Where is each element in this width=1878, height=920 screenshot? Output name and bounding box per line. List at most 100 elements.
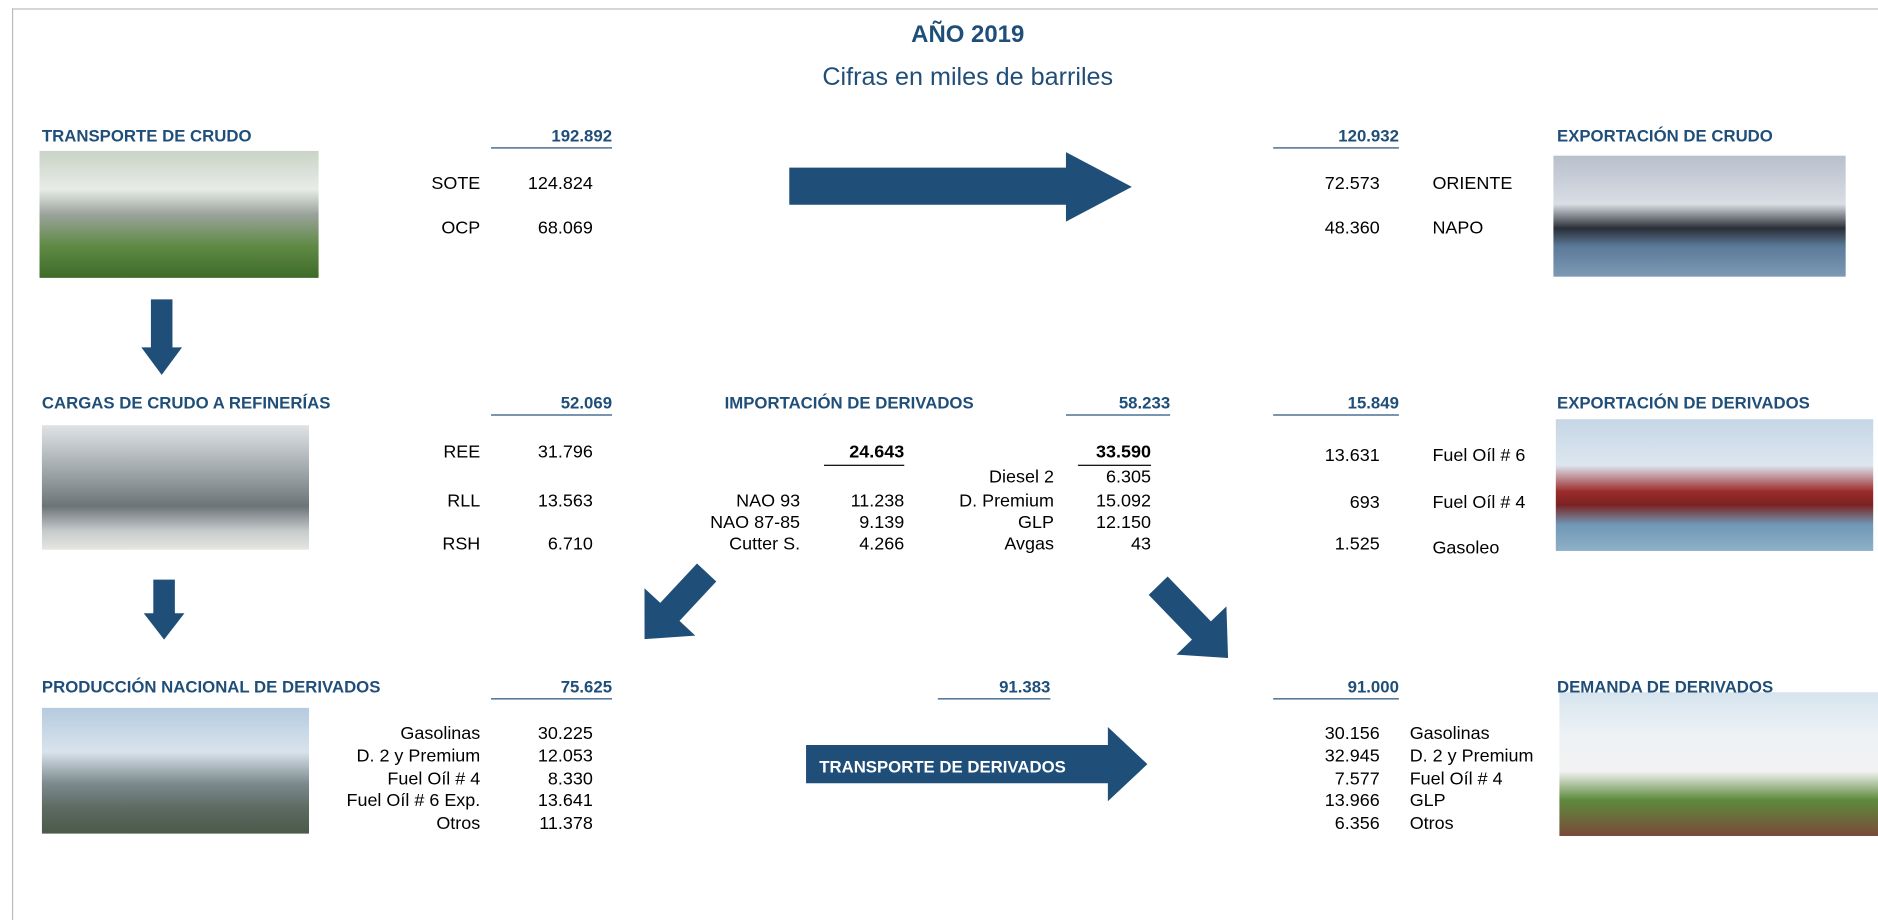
section-title: TRANSPORTE DE CRUDO	[41, 125, 252, 145]
page: AÑO 2019 Cifras en miles de barriles TRANS…	[11, 8, 1878, 920]
row-value: 6.710	[547, 534, 593, 555]
subtotal: 33.590	[1096, 441, 1151, 463]
row-value: 1.525	[1334, 534, 1380, 555]
row-label: NAO 93	[736, 491, 801, 512]
row-value: 11.238	[850, 491, 905, 512]
total: 52.069	[560, 392, 613, 413]
arrow-transport	[806, 727, 1148, 802]
arrow-down	[141, 299, 183, 375]
underline	[1273, 414, 1399, 416]
underline	[1273, 698, 1399, 700]
row-label: NAO 87-85	[710, 512, 801, 533]
row-label: Otros	[436, 813, 481, 834]
arrow-diagonal	[644, 563, 717, 640]
total: 192.892	[551, 125, 613, 145]
arrow-label: TRANSPORTE DE DERIVADOS	[819, 756, 1066, 777]
section-title: EXPORTACIÓN DE CRUDO	[1557, 125, 1773, 145]
underline	[824, 464, 905, 466]
total: 91.000	[1347, 676, 1399, 696]
row-label: Cutter S.	[729, 534, 801, 555]
row-label: Fuel Oíl # 6 Exp.	[346, 790, 481, 811]
row-value: 30.225	[537, 723, 593, 744]
row-value: 13.631	[1324, 445, 1380, 466]
image-tanker	[1553, 155, 1846, 277]
image-ships	[1555, 419, 1874, 551]
underline	[491, 147, 613, 149]
arrows	[141, 152, 1229, 802]
diagram: AÑO 2019 Cifras en miles de barriles TRANS…	[11, 8, 1878, 920]
row-value: 13.641	[537, 790, 593, 811]
row-label: GLP	[1018, 512, 1054, 533]
underline	[491, 414, 613, 416]
frame	[11, 8, 1878, 920]
row-label: Fuel Oíl # 4	[387, 768, 481, 790]
row-label: RLL	[447, 491, 481, 512]
row-label: D. 2 y Premium	[1409, 746, 1534, 767]
row-value: 8.330	[547, 768, 593, 790]
row-label: GLP	[1409, 790, 1446, 811]
row-value: 72.573	[1324, 173, 1380, 195]
section-title: IMPORTACIÓN DE DERIVADOS	[724, 392, 974, 413]
row-label: Avgas	[1004, 534, 1054, 555]
image-spheres	[1559, 692, 1878, 836]
subtitle: Cifras en miles de barriles	[822, 63, 1114, 92]
row-value: 15.092	[1096, 491, 1151, 512]
section-title: PRODUCCIÓN NACIONAL DE DERIVADOS	[41, 676, 381, 696]
total: 58.233	[1118, 392, 1171, 413]
row-value: 68.069	[537, 217, 593, 239]
underline	[937, 698, 1051, 700]
row-value: 7.577	[1334, 768, 1380, 790]
row-value: 43	[1131, 534, 1151, 555]
row-value: 31.796	[537, 441, 593, 463]
section-title: CARGAS DE CRUDO A REFINERÍAS	[41, 392, 331, 413]
underline	[1273, 147, 1399, 149]
row-label: RSH	[442, 534, 481, 555]
row-value: 30.156	[1324, 723, 1380, 744]
row-label: Gasolinas	[1409, 723, 1490, 744]
row-label: OCP	[441, 217, 481, 239]
row-value: 11.378	[539, 813, 593, 834]
row-value: 4.266	[859, 534, 905, 555]
arrow-down	[143, 579, 185, 640]
row-label: SOTE	[431, 173, 481, 195]
arrow-right	[789, 152, 1132, 222]
subtotal: 24.643	[849, 441, 905, 463]
row-value: 12.150	[1096, 512, 1151, 533]
arrow-diagonal	[1148, 576, 1229, 659]
image-refinery	[41, 425, 310, 550]
section-title: DEMANDA DE DERIVADOS	[1557, 676, 1774, 696]
row-label: Fuel Oíl # 6	[1432, 445, 1526, 466]
row-label: D. Premium	[959, 491, 1054, 512]
row-value: 6.305	[1106, 467, 1151, 488]
row-label: Fuel Oíl # 4	[1432, 492, 1526, 513]
underline	[1065, 414, 1171, 416]
title: AÑO 2019	[911, 21, 1025, 48]
total: 75.625	[560, 676, 613, 696]
row-label: D. 2 y Premium	[356, 746, 481, 767]
row-label: Gasoleo	[1432, 537, 1500, 559]
row-value: 9.139	[859, 512, 905, 533]
total: 120.932	[1338, 125, 1399, 145]
row-value: 6.356	[1334, 813, 1380, 834]
section-title: EXPORTACIÓN DE DERIVADOS	[1557, 392, 1810, 413]
row-label: Otros	[1409, 813, 1454, 834]
row-value: 693	[1349, 492, 1380, 513]
row-value: 13.966	[1324, 790, 1380, 811]
row-label: Diesel 2	[989, 467, 1054, 488]
row-value: 32.945	[1324, 746, 1380, 767]
row-label: REE	[443, 441, 481, 463]
row-value: 12.053	[537, 746, 593, 767]
row-value: 124.824	[527, 173, 593, 195]
underline	[1077, 464, 1151, 466]
total: 91.383	[999, 676, 1051, 696]
image-plant	[41, 707, 310, 834]
row-label: Fuel Oíl # 4	[1409, 768, 1503, 790]
image-pipeline	[39, 150, 319, 278]
row-value: 13.563	[537, 491, 593, 512]
underline	[491, 698, 613, 700]
row-label: Gasolinas	[400, 723, 481, 744]
total: 15.849	[1347, 392, 1399, 413]
row-label: ORIENTE	[1432, 173, 1513, 195]
row-label: NAPO	[1432, 217, 1484, 239]
row-value: 48.360	[1324, 217, 1380, 239]
